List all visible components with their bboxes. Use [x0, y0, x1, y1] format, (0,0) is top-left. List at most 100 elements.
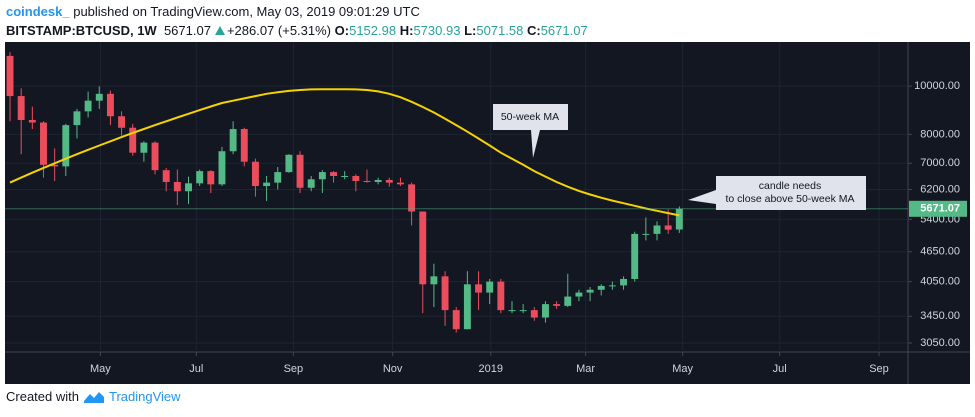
candle-body [129, 127, 137, 153]
candle-body [62, 125, 70, 167]
candle-body [553, 304, 561, 306]
candle-body [341, 175, 349, 177]
x-tick-label: May [672, 363, 693, 375]
candle-body [653, 225, 661, 234]
candle-body [151, 142, 159, 171]
header-line: BITSTAMP:BTCUSD, 1W 5671.07 +286.07 (+5.3… [6, 21, 588, 40]
x-tick-label: 2019 [479, 363, 503, 375]
ohlc-value: 5071.58 [476, 23, 524, 38]
candle-body [385, 179, 393, 183]
candle-body [419, 211, 427, 285]
candle-body [363, 180, 371, 182]
published: published on TradingView.com, May 03, 20… [73, 4, 420, 19]
plot [5, 52, 908, 333]
candle-body [519, 310, 527, 312]
header-line: coindesk_ published on TradingView.com, … [6, 2, 588, 21]
ohlc-label: H: [399, 23, 414, 38]
candle-body [263, 182, 271, 187]
callout [688, 176, 866, 210]
candle-body [664, 225, 672, 230]
candle-body [330, 172, 337, 176]
candle-body [318, 172, 326, 180]
y-tick-label: 8000.00 [920, 128, 960, 140]
candle-body [40, 122, 47, 165]
candle-body [307, 179, 315, 188]
candle-body [564, 296, 572, 306]
candle-body [140, 142, 148, 153]
brand: coindesk_ [6, 4, 70, 19]
price: 5671.07 [163, 23, 211, 38]
candle-body [28, 120, 36, 123]
ohlc-value: 5152.98 [349, 23, 397, 38]
candle-body [185, 183, 192, 192]
candle-body [530, 310, 538, 318]
candle-body [218, 151, 226, 185]
candle-body [642, 233, 650, 235]
candle-body [486, 281, 494, 293]
x-tick-label: Mar [576, 363, 595, 375]
x-tick-label: Jul [773, 363, 787, 375]
candle-body [631, 233, 639, 279]
candle-body [586, 289, 594, 293]
candle-body [475, 284, 482, 293]
ohlc-value: 5730.93 [413, 23, 461, 38]
candle-body [207, 171, 215, 185]
footer-text: Created with [6, 389, 79, 404]
candle-body [497, 281, 505, 311]
candle-body [118, 116, 126, 128]
candle-body [229, 129, 237, 152]
candle-body [408, 184, 416, 212]
candle-body [542, 304, 549, 318]
candle-body [274, 172, 282, 183]
candle-body [173, 181, 181, 192]
ohlc-label: C: [526, 23, 541, 38]
x-tick-label: Sep [869, 363, 889, 375]
candle-body [374, 179, 382, 182]
annotation-text: candle needs [759, 180, 821, 192]
moving-average-line [9, 88, 680, 217]
annotation-text: to close above 50-week MA [726, 193, 855, 205]
candle-body [441, 276, 449, 311]
y-tick-label: 10000.00 [914, 80, 960, 92]
candle-body [430, 276, 438, 285]
candle-body [675, 208, 683, 230]
candle-body [452, 310, 460, 330]
candle-body [251, 161, 259, 187]
footer-brand: TradingView [108, 389, 181, 404]
y-tick-label: 7000.00 [920, 157, 960, 169]
candle-body [240, 129, 248, 162]
candle-body [196, 171, 204, 184]
candle-body [285, 154, 293, 173]
candle-body [73, 111, 81, 126]
candle-body [84, 100, 92, 112]
header: coindesk_ published on TradingView.com, … [6, 2, 588, 40]
candle-body [51, 164, 59, 167]
chart-background [5, 42, 970, 384]
chart: 10000.008000.007000.006200.005400.004650… [5, 42, 970, 384]
ohlc-value: 5671.07 [540, 23, 588, 38]
y-tick-label: 3050.00 [920, 337, 960, 349]
x-tick-label: Jul [189, 363, 203, 375]
candle-body [296, 154, 304, 188]
up-arrow [214, 26, 225, 35]
change: +286.07 (+5.31%) [226, 23, 332, 38]
candle-body [508, 310, 516, 312]
candle-body [162, 170, 170, 182]
candle-body [106, 93, 114, 117]
x-tick-label: Sep [284, 363, 304, 375]
footer: Created with TradingView [6, 389, 181, 404]
candle-body [463, 284, 471, 330]
candle-body [6, 55, 14, 97]
y-tick-label: 4650.00 [920, 246, 960, 258]
symbol: BITSTAMP:BTCUSD, 1W [6, 23, 157, 38]
candle-body [396, 182, 404, 185]
candle-body [620, 278, 628, 286]
x-tick-label: May [90, 363, 111, 375]
candle-body [575, 292, 583, 297]
callout [493, 104, 568, 158]
ohlc-label: O: [334, 23, 350, 38]
candle-body [17, 96, 25, 121]
y-tick-label: 4050.00 [920, 276, 960, 288]
